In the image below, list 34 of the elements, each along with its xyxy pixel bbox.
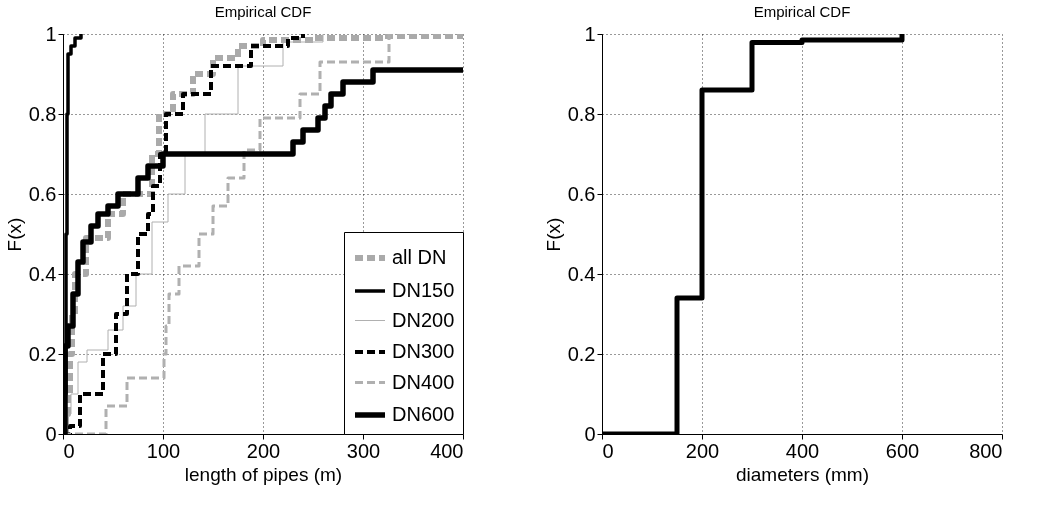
legend-label: DN300: [392, 340, 455, 362]
y-tick-label: 0.2: [567, 342, 596, 365]
x-tick-label: 300: [346, 439, 381, 462]
y-axis-title: F(x): [542, 217, 564, 252]
x-tick-label: 0: [602, 439, 614, 462]
y-tick-label: 0.8: [567, 102, 596, 125]
legend-label: all DN: [392, 246, 447, 268]
y-tick-label: 0: [45, 422, 57, 445]
y-tick-label: 1: [584, 22, 596, 45]
y-tick-label: 1: [45, 22, 57, 45]
y-tick-label: 0.6: [28, 182, 57, 205]
y-tick-label: 0.6: [567, 182, 596, 205]
x-tick-label: 400: [430, 439, 464, 462]
x-tick-label: 600: [885, 439, 920, 462]
x-tick-label: 100: [146, 439, 181, 462]
y-tick-label: 0.4: [28, 262, 57, 285]
x-axis-title: diameters (mm): [735, 463, 870, 485]
legend-label: DN400: [392, 370, 455, 393]
legend-label: DN200: [392, 308, 455, 331]
x-tick-label: 200: [246, 439, 281, 462]
y-tick-label: 0: [584, 422, 596, 445]
x-tick-label: 0: [63, 439, 75, 462]
x-tick-label: 400: [785, 439, 820, 462]
y-tick-label: 0.4: [567, 262, 596, 285]
x-tick-label: 800: [969, 439, 1003, 462]
x-tick-label: 200: [685, 439, 720, 462]
legend-label: DN600: [392, 403, 455, 425]
chart-title: Empirical CDF: [214, 3, 312, 20]
chart-title: Empirical CDF: [753, 3, 851, 20]
y-axis-title: F(x): [3, 217, 25, 252]
y-tick-label: 0.8: [28, 102, 57, 125]
x-axis-title: length of pipes (m): [184, 463, 343, 485]
y-tick-label: 0.2: [28, 342, 57, 365]
legend-label: DN150: [392, 279, 455, 301]
